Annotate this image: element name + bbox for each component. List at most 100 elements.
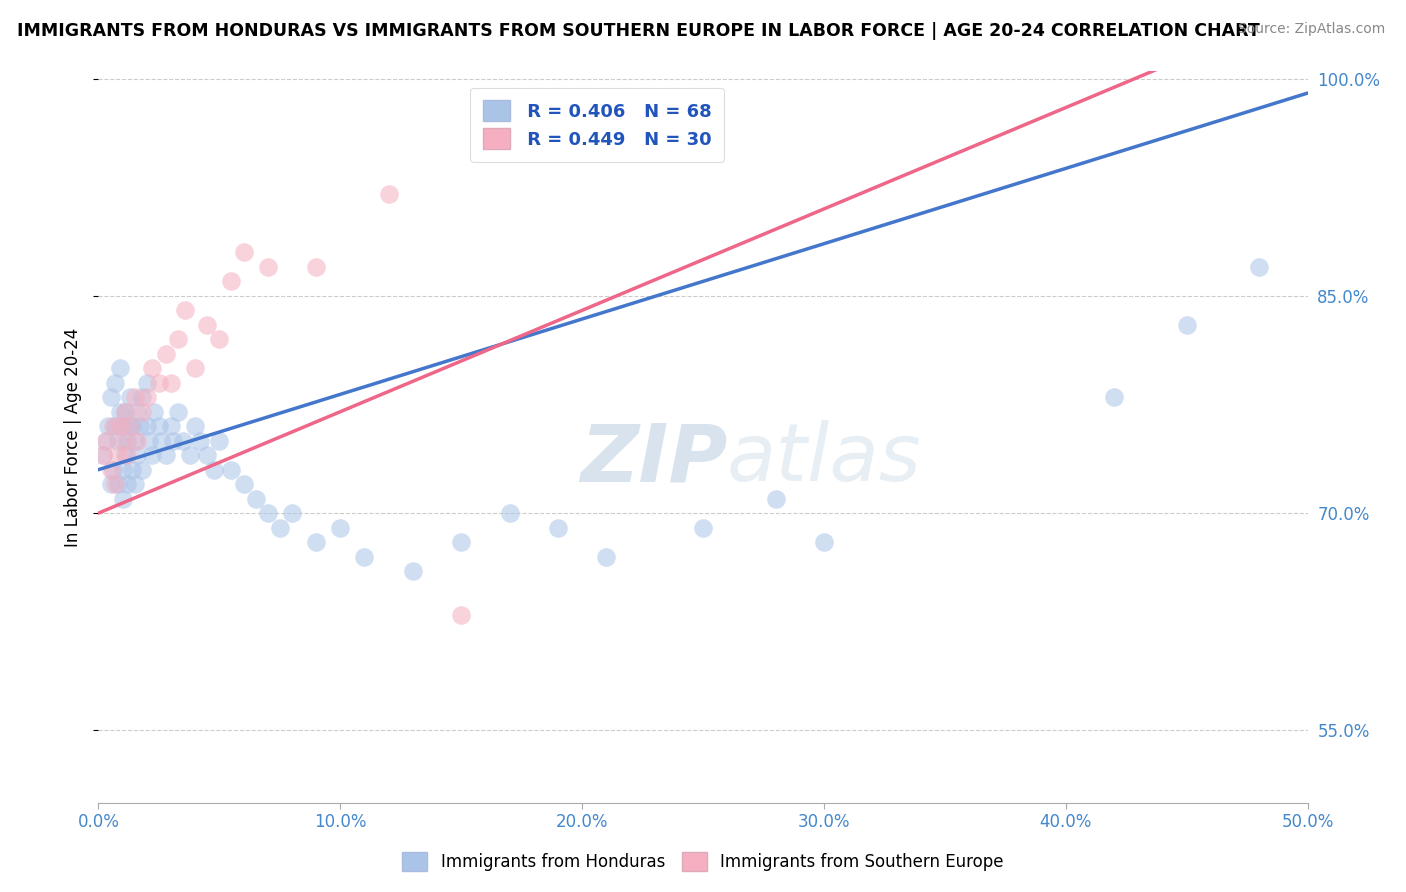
Point: [135, 419, 157, 434]
Legend:  R = 0.406   N = 68,  R = 0.449   N = 30: R = 0.406 N = 68, R = 0.449 N = 30: [470, 87, 724, 162]
Point: [104, 376, 127, 390]
Point: [377, 187, 399, 202]
Point: [94, 434, 117, 448]
Point: [118, 390, 141, 404]
Point: [188, 434, 211, 448]
Text: Source: ZipAtlas.com: Source: ZipAtlas.com: [1237, 22, 1385, 37]
Point: [195, 448, 218, 462]
Text: IMMIGRANTS FROM HONDURAS VS IMMIGRANTS FROM SOUTHERN EUROPE IN LABOR FORCE | AGE: IMMIGRANTS FROM HONDURAS VS IMMIGRANTS F…: [17, 22, 1260, 40]
Point: [128, 419, 150, 434]
Point: [256, 506, 278, 520]
Point: [1249, 260, 1271, 274]
Point: [256, 260, 278, 274]
Legend: Immigrants from Honduras, Immigrants from Southern Europe: Immigrants from Honduras, Immigrants fro…: [394, 843, 1012, 880]
Point: [353, 549, 375, 564]
Point: [179, 448, 201, 462]
Point: [547, 520, 569, 534]
Point: [184, 361, 207, 376]
Point: [232, 245, 254, 260]
Point: [135, 390, 157, 404]
Point: [111, 434, 134, 448]
Point: [131, 390, 153, 404]
Text: atlas: atlas: [727, 420, 922, 498]
Point: [232, 477, 254, 491]
Point: [114, 405, 136, 419]
Y-axis label: In Labor Force | Age 20-24: In Labor Force | Age 20-24: [65, 327, 83, 547]
Point: [305, 260, 328, 274]
Point: [1175, 318, 1198, 332]
Point: [269, 520, 291, 534]
Point: [121, 419, 143, 434]
Point: [104, 477, 127, 491]
Point: [498, 506, 520, 520]
Point: [127, 448, 149, 462]
Point: [813, 535, 835, 549]
Point: [117, 477, 139, 491]
Point: [94, 434, 117, 448]
Point: [141, 361, 163, 376]
Point: [111, 419, 134, 434]
Point: [124, 390, 146, 404]
Point: [150, 434, 173, 448]
Point: [117, 448, 139, 462]
Point: [111, 491, 134, 506]
Point: [111, 463, 134, 477]
Point: [114, 405, 136, 419]
Point: [221, 274, 243, 288]
Point: [131, 405, 153, 419]
Point: [124, 434, 146, 448]
Point: [167, 405, 190, 419]
Point: [127, 434, 149, 448]
Point: [108, 405, 131, 419]
Point: [91, 448, 114, 462]
Point: [100, 477, 122, 491]
Point: [104, 419, 127, 434]
Point: [595, 549, 617, 564]
Point: [127, 405, 149, 419]
Text: ZIP: ZIP: [579, 420, 727, 498]
Point: [148, 419, 170, 434]
Point: [91, 448, 114, 462]
Point: [765, 491, 787, 506]
Point: [101, 419, 124, 434]
Point: [329, 520, 352, 534]
Point: [114, 448, 136, 462]
Point: [108, 361, 131, 376]
Point: [138, 434, 160, 448]
Point: [131, 463, 153, 477]
Point: [204, 463, 226, 477]
Point: [174, 303, 197, 318]
Point: [208, 434, 231, 448]
Point: [118, 419, 141, 434]
Point: [121, 463, 143, 477]
Point: [184, 419, 207, 434]
Point: [107, 477, 129, 491]
Point: [245, 491, 267, 506]
Point: [155, 347, 177, 361]
Point: [97, 419, 120, 434]
Point: [450, 607, 472, 622]
Point: [143, 405, 166, 419]
Point: [160, 419, 183, 434]
Point: [135, 376, 157, 390]
Point: [107, 434, 129, 448]
Point: [100, 390, 122, 404]
Point: [108, 419, 131, 434]
Point: [155, 448, 177, 462]
Point: [450, 535, 472, 549]
Point: [195, 318, 218, 332]
Point: [221, 463, 243, 477]
Point: [107, 448, 129, 462]
Point: [148, 376, 170, 390]
Point: [167, 332, 190, 346]
Point: [162, 434, 184, 448]
Point: [124, 477, 146, 491]
Point: [118, 419, 141, 434]
Point: [141, 448, 163, 462]
Point: [101, 463, 124, 477]
Point: [281, 506, 304, 520]
Point: [160, 376, 183, 390]
Point: [100, 463, 122, 477]
Point: [305, 535, 328, 549]
Point: [1102, 390, 1125, 404]
